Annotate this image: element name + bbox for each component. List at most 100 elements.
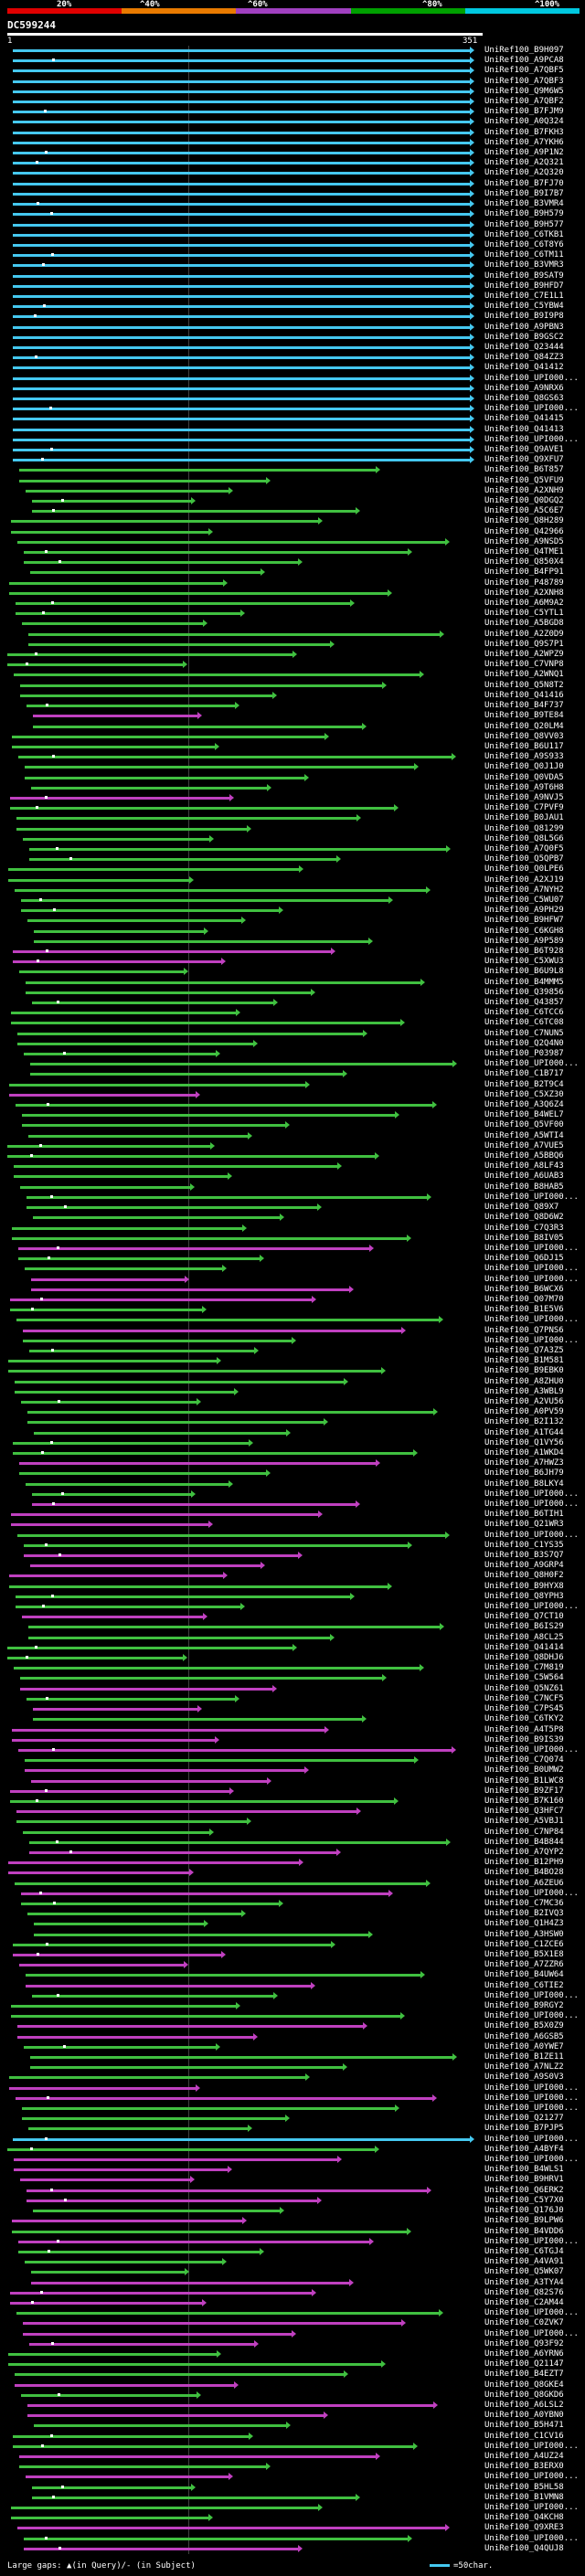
hit-label[interactable]: UniRef100_B1E5V6 <box>484 1305 564 1315</box>
hit-row[interactable]: UniRef100_C5YBW4 <box>0 302 585 312</box>
hit-label[interactable]: UniRef100_A0YWE7 <box>484 2041 564 2051</box>
hit-row[interactable]: UniRef100_B4WEL7 <box>0 1110 585 1120</box>
hit-row[interactable]: UniRef100_Q43857 <box>0 998 585 1008</box>
hit-row[interactable]: UniRef100_B1E5V6 <box>0 1305 585 1315</box>
hit-row[interactable]: UniRef100_Q21147 <box>0 2359 585 2369</box>
hit-label[interactable]: UniRef100_UPI000... <box>484 2308 579 2318</box>
hit-row[interactable]: UniRef100_Q41413 <box>0 425 585 435</box>
hit-label[interactable]: UniRef100_B9HFD7 <box>484 281 564 291</box>
hit-row[interactable]: UniRef100_A5WTI4 <box>0 1131 585 1141</box>
hit-label[interactable]: UniRef100_B6IS29 <box>484 1622 564 1632</box>
hit-label[interactable]: UniRef100_Q8H289 <box>484 516 564 526</box>
hit-label[interactable]: UniRef100_B7FKH3 <box>484 127 564 137</box>
hit-row[interactable]: UniRef100_A2XNH9 <box>0 486 585 496</box>
hit-label[interactable]: UniRef100_Q0DGQ2 <box>484 496 564 505</box>
hit-label[interactable]: UniRef100_C2AM44 <box>484 2297 564 2307</box>
hit-label[interactable]: UniRef100_A6ZEU6 <box>484 1878 564 1888</box>
hit-row[interactable]: UniRef100_B9HFW7 <box>0 916 585 926</box>
hit-label[interactable]: UniRef100_A9S0V3 <box>484 2072 564 2083</box>
hit-row[interactable]: UniRef100_A8CL25 <box>0 1633 585 1643</box>
hit-label[interactable]: UniRef100_Q5QPB7 <box>484 854 564 864</box>
hit-label[interactable]: UniRef100_A7Q0F5 <box>484 843 564 853</box>
hit-row[interactable]: UniRef100_UPI000... <box>0 1315 585 1325</box>
hit-label[interactable]: UniRef100_A7VUE5 <box>484 1140 564 1150</box>
hit-row[interactable]: UniRef100_B1VMN8 <box>0 2493 585 2503</box>
hit-label[interactable]: UniRef100_A9PBN3 <box>484 322 564 332</box>
hit-row[interactable]: UniRef100_A9P1N2 <box>0 148 585 158</box>
hit-row[interactable]: UniRef100_Q8H289 <box>0 516 585 526</box>
hit-label[interactable]: UniRef100_A0YBN0 <box>484 2411 564 2421</box>
hit-label[interactable]: UniRef100_Q39856 <box>484 987 564 997</box>
hit-label[interactable]: UniRef100_UPI000... <box>484 434 579 444</box>
hit-label[interactable]: UniRef100_UPI000... <box>484 404 579 414</box>
hit-label[interactable]: UniRef100_B1M581 <box>484 1356 564 1366</box>
hit-row[interactable]: UniRef100_A9S933 <box>0 752 585 762</box>
hit-label[interactable]: UniRef100_B7FJ70 <box>484 178 564 188</box>
hit-row[interactable]: UniRef100_B7K160 <box>0 1797 585 1807</box>
hit-label[interactable]: UniRef100_UPI000... <box>484 2011 579 2021</box>
hit-label[interactable]: UniRef100_Q6ERK2 <box>484 2185 564 2195</box>
hit-label[interactable]: UniRef100_A7QBF2 <box>484 97 564 106</box>
hit-row[interactable]: UniRef100_C6TM11 <box>0 250 585 260</box>
hit-label[interactable]: UniRef100_C7Q3R3 <box>484 1223 564 1233</box>
hit-row[interactable]: UniRef100_Q20LM4 <box>0 722 585 732</box>
hit-label[interactable]: UniRef100_A5WTI4 <box>484 1130 564 1140</box>
hit-label[interactable]: UniRef100_Q4TME1 <box>484 547 564 557</box>
hit-row[interactable]: UniRef100_B3ERX0 <box>0 2462 585 2472</box>
hit-label[interactable]: UniRef100_A2XJ19 <box>484 875 564 885</box>
hit-label[interactable]: UniRef100_C5Y7X0 <box>484 2195 564 2205</box>
hit-label[interactable]: UniRef100_A5C6E7 <box>484 506 564 516</box>
hit-label[interactable]: UniRef100_Q850X4 <box>484 557 564 567</box>
hit-label[interactable]: UniRef100_C1B717 <box>484 1069 564 1079</box>
hit-row[interactable]: UniRef100_A7ZZR6 <box>0 1960 585 1970</box>
hit-row[interactable]: UniRef100_A3HSW0 <box>0 1930 585 1940</box>
hit-row[interactable]: UniRef100_UPI000... <box>0 2442 585 2452</box>
hit-row[interactable]: UniRef100_Q5VF00 <box>0 1120 585 1130</box>
hit-row[interactable]: UniRef100_B8IV05 <box>0 1234 585 1244</box>
hit-label[interactable]: UniRef100_A9NVJ5 <box>484 792 564 802</box>
hit-row[interactable]: UniRef100_A5C6E7 <box>0 506 585 516</box>
hit-label[interactable]: UniRef100_A9NRX6 <box>484 383 564 393</box>
hit-row[interactable]: UniRef100_A7VUE5 <box>0 1141 585 1151</box>
hit-row[interactable]: UniRef100_A9GRP4 <box>0 1561 585 1571</box>
hit-label[interactable]: UniRef100_Q5WK07 <box>484 2267 564 2277</box>
hit-row[interactable]: UniRef100_B6U117 <box>0 742 585 752</box>
hit-row[interactable]: UniRef100_C5WU07 <box>0 896 585 906</box>
hit-row[interactable]: UniRef100_Q4KCH8 <box>0 2513 585 2523</box>
hit-row[interactable]: UniRef100_Q7CT10 <box>0 1612 585 1622</box>
hit-row[interactable]: UniRef100_UPI000... <box>0 1889 585 1899</box>
hit-label[interactable]: UniRef100_A4VA91 <box>484 2257 564 2267</box>
hit-label[interactable]: UniRef100_B9TE84 <box>484 711 564 721</box>
hit-row[interactable]: UniRef100_A7NLZ2 <box>0 2062 585 2072</box>
hit-row[interactable]: UniRef100_UPI000... <box>0 374 585 384</box>
hit-row[interactable]: UniRef100_UPI000... <box>0 2135 585 2145</box>
hit-row[interactable]: UniRef100_Q4QUJ8 <box>0 2544 585 2554</box>
hit-label[interactable]: UniRef100_B2I132 <box>484 1417 564 1427</box>
hit-row[interactable]: UniRef100_B4F737 <box>0 701 585 711</box>
hit-row[interactable]: UniRef100_A8ZHU0 <box>0 1377 585 1387</box>
hit-row[interactable]: UniRef100_Q5WK07 <box>0 2267 585 2277</box>
hit-label[interactable]: UniRef100_Q81299 <box>484 823 564 833</box>
hit-label[interactable]: UniRef100_Q4KCH8 <box>484 2513 564 2523</box>
hit-label[interactable]: UniRef100_A1TG44 <box>484 1427 564 1437</box>
hit-row[interactable]: UniRef100_A9NSD5 <box>0 537 585 547</box>
hit-row[interactable]: UniRef100_Q0J1J0 <box>0 762 585 772</box>
hit-row[interactable]: UniRef100_C7NP84 <box>0 1828 585 1838</box>
hit-label[interactable]: UniRef100_Q8VV03 <box>484 731 564 741</box>
hit-row[interactable]: UniRef100_B2I132 <box>0 1417 585 1427</box>
hit-row[interactable]: UniRef100_A9PCA8 <box>0 56 585 66</box>
hit-label[interactable]: UniRef100_B3ERX0 <box>484 2462 564 2472</box>
hit-label[interactable]: UniRef100_Q8L5G6 <box>484 833 564 843</box>
hit-label[interactable]: UniRef100_UPI000... <box>484 1489 579 1499</box>
hit-label[interactable]: UniRef100_Q21WR3 <box>484 1520 564 1530</box>
hit-row[interactable]: UniRef100_Q5N8T2 <box>0 681 585 691</box>
hit-label[interactable]: UniRef100_Q9M6W5 <box>484 86 564 96</box>
hit-label[interactable]: UniRef100_B4UW64 <box>484 1970 564 1980</box>
hit-row[interactable]: UniRef100_B6WCX6 <box>0 1285 585 1295</box>
hit-row[interactable]: UniRef100_B1M581 <box>0 1356 585 1366</box>
hit-label[interactable]: UniRef100_UPI000... <box>484 2155 579 2164</box>
hit-label[interactable]: UniRef100_B9RGY2 <box>484 2001 564 2010</box>
hit-label[interactable]: UniRef100_B4VDD6 <box>484 2226 564 2236</box>
hit-label[interactable]: UniRef100_UPI000... <box>484 2236 579 2246</box>
hit-label[interactable]: UniRef100_A0Q324 <box>484 117 564 127</box>
